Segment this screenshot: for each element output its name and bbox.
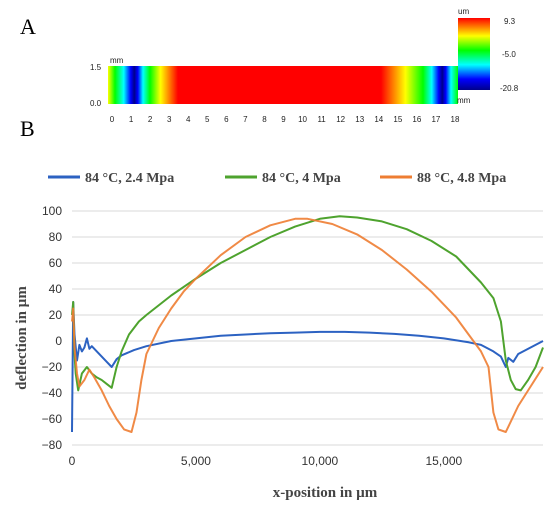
y-axis-title: deflection in µm: [14, 286, 30, 390]
map-x-tick: 10: [298, 115, 307, 124]
map-x-tick: 13: [355, 115, 364, 124]
map-x-tick: 11: [317, 115, 326, 124]
series-line-2: [71, 215, 544, 392]
map-x-tick: 17: [431, 115, 440, 124]
legend-label-2: 84 °C, 4 Mpa: [262, 171, 341, 186]
series-line-3: [71, 217, 544, 433]
map-x-tick: 2: [148, 115, 153, 124]
y-tick-label: −80: [42, 438, 63, 452]
y-tick-label: −60: [42, 412, 63, 426]
map-x-tick: 16: [412, 115, 421, 124]
colorbar-tick-min: -20.8: [500, 84, 519, 93]
legend-label-3: 88 °C, 4.8 Mpa: [417, 171, 506, 186]
map-x-tick: 14: [374, 115, 383, 124]
map-x-unit: mm: [457, 96, 471, 105]
y-tick-label: −20: [42, 360, 63, 374]
x-axis-title: x-position in µm: [273, 485, 378, 501]
map-x-tick: 3: [167, 115, 172, 124]
colorbar-unit: um: [458, 7, 469, 16]
map-y-unit: mm: [110, 56, 124, 65]
map-strip: [108, 66, 458, 104]
x-tick-label: 5,000: [181, 454, 211, 468]
colorbar: [458, 18, 490, 90]
x-tick-label: 15,000: [425, 454, 462, 468]
series-line-1: [71, 301, 544, 433]
legend-label-1: 84 °C, 2.4 Mpa: [85, 171, 174, 186]
y-tick-label: 80: [49, 230, 63, 244]
y-tick-label: 0: [55, 334, 62, 348]
map-x-tick: 1: [129, 115, 134, 124]
deflection-map: mm 1.5 0.0 mm 0 1 2 3 4 5 6 7 8 9 10 11 12 13 14 15 16 17…: [90, 7, 519, 124]
y-tick-label: 100: [42, 204, 62, 218]
y-tick-label: 60: [49, 256, 63, 270]
map-y-tick-top: 1.5: [90, 63, 102, 72]
colorbar-tick-mid: -5.0: [502, 50, 516, 59]
map-x-tick: 6: [224, 115, 229, 124]
map-x-tick: 4: [186, 115, 191, 124]
map-x-tick: 5: [205, 115, 210, 124]
map-x-tick: 9: [281, 115, 286, 124]
panel-b-label: B: [20, 116, 35, 141]
x-tick-label: 0: [69, 454, 76, 468]
y-tick-label: 40: [49, 282, 63, 296]
map-x-tick: 12: [336, 115, 345, 124]
map-x-tick: 18: [451, 115, 460, 124]
map-x-tick: 0: [110, 115, 115, 124]
map-x-tick: 8: [262, 115, 267, 124]
x-tick-label: 10,000: [302, 454, 339, 468]
y-tick-label: 20: [49, 308, 63, 322]
map-y-tick-bottom: 0.0: [90, 99, 102, 108]
map-x-tick: 15: [393, 115, 402, 124]
colorbar-tick-max: 9.3: [504, 17, 516, 26]
map-x-tick: 7: [243, 115, 248, 124]
panel-a-label: A: [20, 14, 36, 39]
y-tick-label: −40: [42, 386, 63, 400]
